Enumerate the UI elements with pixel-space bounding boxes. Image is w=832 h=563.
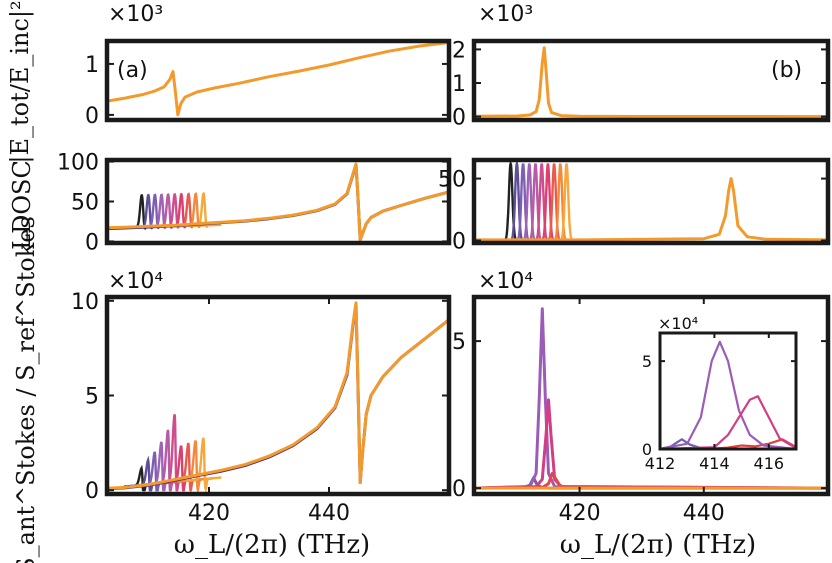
panel-label-a: (a) xyxy=(117,58,148,83)
panel-a-bot: 0 5 10 420 440 xyxy=(71,290,452,526)
multiplier-bottom-b: ×10⁴ xyxy=(478,269,533,294)
axes-frame xyxy=(471,294,831,497)
y-tick-label: 0 xyxy=(452,230,466,255)
y-tick-label: 5 xyxy=(452,330,466,355)
multiplier-bottom-a: ×10⁴ xyxy=(108,269,163,294)
multiplier-inset: ×10⁴ xyxy=(658,314,698,333)
series-line xyxy=(660,340,796,449)
multiplier-top-a: ×10³ xyxy=(108,2,163,27)
ylabel-top: |E_tot/E_inc|² xyxy=(6,0,35,163)
x-tick-label: 414 xyxy=(699,454,730,473)
panel-a-top: 01 xyxy=(85,38,452,129)
y-tick-label: 50 xyxy=(438,168,466,193)
inset-background xyxy=(660,333,796,449)
y-tick-label: 0 xyxy=(452,477,466,502)
ylabel-bottom: S_ant^Stokes / S_ref^Stokes xyxy=(12,216,40,563)
svg-text:|E_tot/E_inc|²: |E_tot/E_inc|² xyxy=(6,0,35,163)
ylabel-middle: LDOSC xyxy=(8,160,36,250)
panel-b-top: 0 1 2 xyxy=(452,38,831,131)
axes-frame xyxy=(104,38,452,123)
panel-b-mid: 0 50 xyxy=(438,157,831,255)
y-tick-label: 5 xyxy=(85,385,99,410)
series-line xyxy=(474,307,828,490)
series-line xyxy=(107,162,449,242)
x-tick-label: 420 xyxy=(188,501,230,526)
series-line xyxy=(660,395,796,449)
multiplier-top-b: ×10³ xyxy=(478,2,533,27)
panel-label-b: (b) xyxy=(771,58,802,83)
y-tick-label: 2 xyxy=(452,38,466,63)
y-tick-label: 0 xyxy=(85,104,99,129)
y-tick-label: 0 xyxy=(85,479,99,504)
y-tick-label: 0 xyxy=(642,440,652,459)
axes-frame xyxy=(658,331,798,451)
panel-b-bot: 0 5 420 440 xyxy=(452,294,831,526)
xlabel-b: ω_L/(2π) (THz) xyxy=(560,530,756,560)
svg-text:LDOSC: LDOSC xyxy=(8,160,36,250)
peak-series-line-9 xyxy=(185,437,222,493)
x-tick-label: 440 xyxy=(308,501,350,526)
axes-frame xyxy=(471,38,831,123)
y-tick-label: 1 xyxy=(452,72,466,97)
series-line xyxy=(107,301,449,490)
y-tick-label: 1 xyxy=(85,53,99,78)
panel-b-inset: 0 5 412 414 416 xyxy=(642,331,798,473)
x-tick-label: 416 xyxy=(754,454,785,473)
y-tick-label: 0 xyxy=(452,106,466,131)
xlabel-a: ω_L/(2π) (THz) xyxy=(174,530,370,560)
panel-a-mid: 0 50 100 xyxy=(57,151,452,255)
y-tick-label: 100 xyxy=(57,151,99,176)
x-tick-label: 412 xyxy=(645,454,676,473)
series-line xyxy=(474,46,828,119)
y-tick-label: 50 xyxy=(71,191,99,216)
x-tick-label: 440 xyxy=(683,501,725,526)
axes-frame xyxy=(471,157,831,246)
y-tick-label: 10 xyxy=(71,290,99,315)
svg-text:S_ant^Stokes / S_ref^Stokes: S_ant^Stokes / S_ref^Stokes xyxy=(12,216,40,563)
series-line xyxy=(107,41,449,117)
y-tick-label: 0 xyxy=(85,230,99,255)
x-tick-label: 420 xyxy=(559,501,601,526)
series-line xyxy=(474,177,828,242)
y-tick-label: 5 xyxy=(642,352,652,371)
axes-frame xyxy=(104,157,452,246)
